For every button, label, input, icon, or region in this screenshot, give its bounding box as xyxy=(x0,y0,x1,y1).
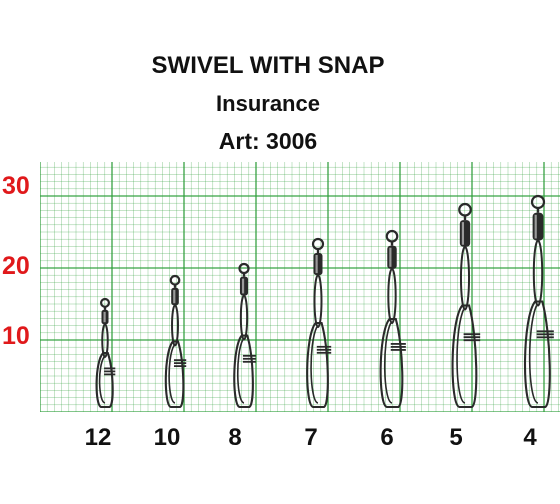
grid-lines xyxy=(40,162,560,412)
size-label-5: 5 xyxy=(449,424,463,451)
size-label-10: 10 xyxy=(153,424,181,451)
swivel-snap-illustration xyxy=(164,274,187,409)
swivel-snap-illustration xyxy=(451,202,481,409)
products xyxy=(95,194,554,409)
measurement-grid xyxy=(40,162,560,412)
size-label-6: 6 xyxy=(380,424,394,451)
size-label-8: 8 xyxy=(228,424,242,451)
swivel-snap-illustration xyxy=(379,229,406,409)
swivel-snap-illustration xyxy=(95,297,116,409)
article-number: Art: 3006 xyxy=(218,128,318,154)
scale-label-10: 10 xyxy=(2,322,30,350)
size-label-4: 4 xyxy=(523,424,537,451)
swivel-snap-illustration xyxy=(306,237,332,409)
scale-label-30: 30 xyxy=(2,172,30,200)
scale-label-20: 20 xyxy=(2,252,30,280)
page-title: SWIVEL WITH SNAP xyxy=(151,52,385,79)
swivel-snap-illustration xyxy=(233,262,256,409)
size-label-12: 12 xyxy=(84,424,112,451)
size-label-7: 7 xyxy=(304,424,318,451)
swivel-snap-illustration xyxy=(523,194,554,409)
subtitle: Insurance xyxy=(216,91,320,116)
